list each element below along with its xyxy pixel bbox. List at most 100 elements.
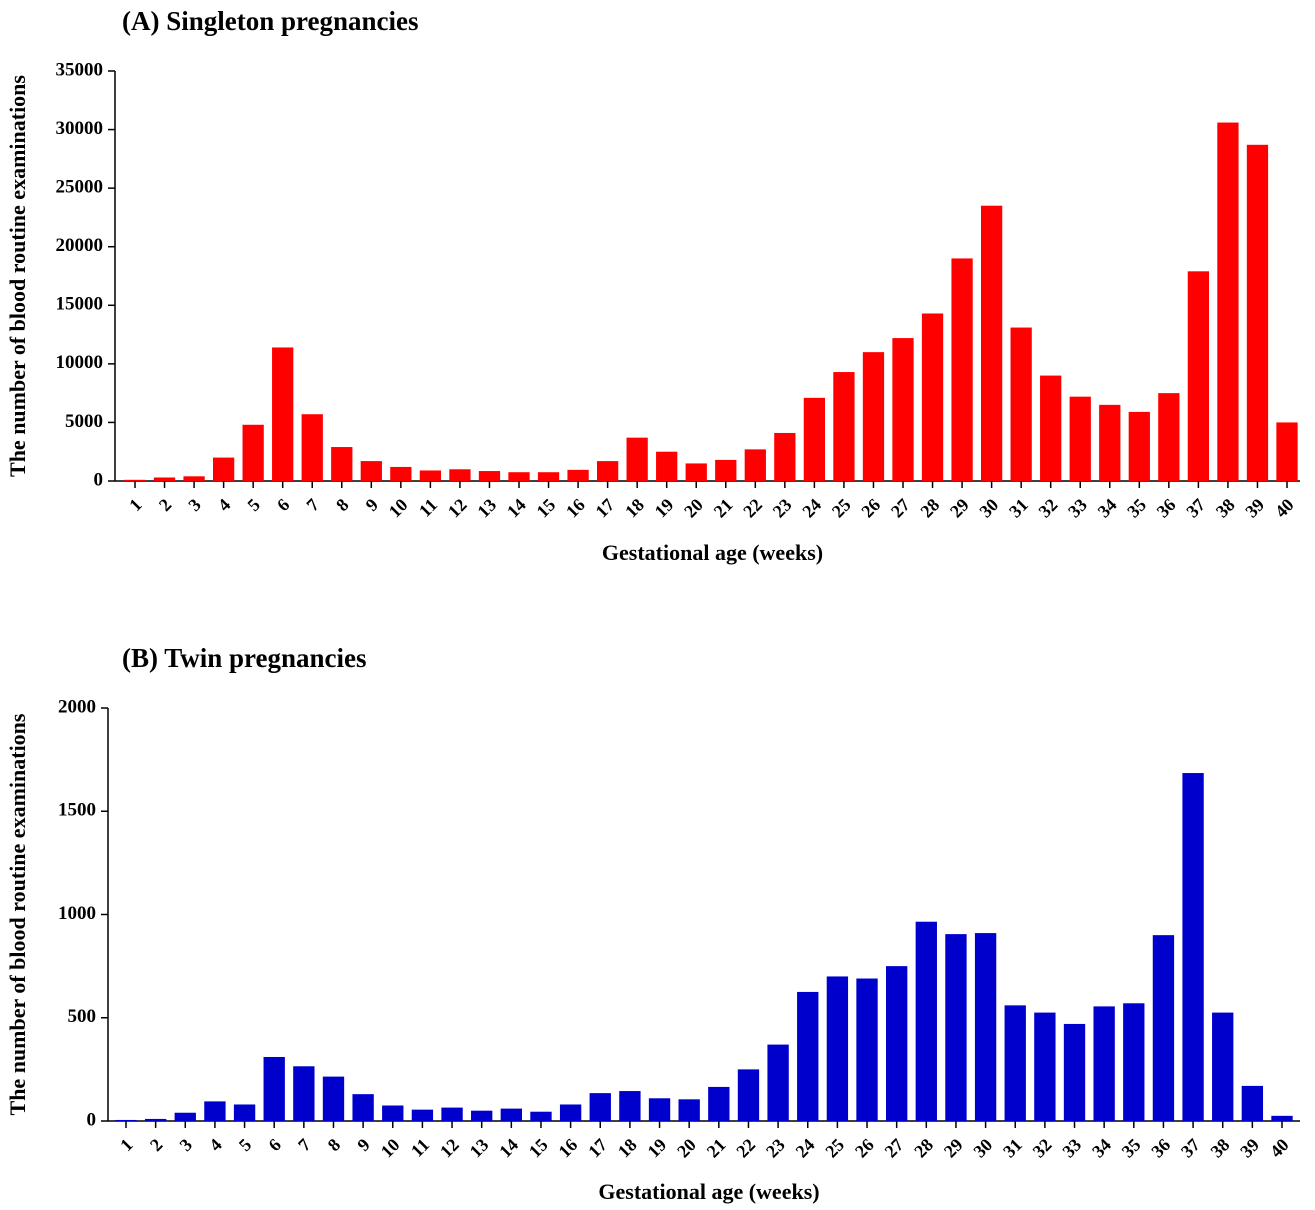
x-tick-label: 16: [554, 1135, 581, 1162]
x-tick-label: 8: [324, 1135, 345, 1156]
y-tick-label: 25000: [56, 177, 104, 198]
bar: [833, 372, 855, 481]
bar: [856, 978, 878, 1121]
bar: [744, 449, 766, 481]
bar: [767, 1044, 789, 1121]
x-tick-label: 28: [916, 495, 943, 522]
y-tick-label: 5000: [65, 411, 103, 432]
bar: [301, 414, 323, 481]
x-tick-label: 31: [999, 1135, 1026, 1162]
bar: [826, 976, 849, 1121]
bar: [1271, 1115, 1293, 1121]
x-tick-label: 37: [1182, 495, 1209, 522]
x-tick-label: 20: [680, 495, 707, 522]
x-tick-label: 23: [762, 1135, 789, 1162]
x-tick-label: 11: [415, 495, 441, 521]
bar: [500, 1108, 523, 1121]
x-tick-label: 36: [1147, 1135, 1174, 1162]
bar: [449, 469, 471, 481]
bar: [656, 451, 678, 481]
x-tick-label: 17: [584, 1135, 611, 1162]
bar: [1158, 393, 1180, 481]
bar: [1040, 375, 1062, 481]
x-tick-label: 12: [436, 1135, 463, 1162]
y-tick-label: 15000: [56, 294, 104, 315]
x-tick-label: 15: [525, 1135, 552, 1162]
x-tick-label: 3: [176, 1135, 197, 1156]
x-tick-label: 31: [1005, 495, 1032, 522]
x-axis-title: Gestational age (weeks): [598, 1179, 819, 1204]
y-tick-label: 1000: [58, 903, 96, 924]
x-tick-label: 35: [1118, 1135, 1145, 1162]
x-tick-label: 40: [1271, 495, 1298, 522]
bar: [382, 1105, 404, 1121]
x-tick-label: 29: [946, 495, 973, 522]
bar: [1034, 1012, 1056, 1121]
bar: [862, 352, 885, 481]
x-tick-label: 38: [1207, 1135, 1234, 1162]
bar: [980, 205, 1003, 481]
x-tick-label: 18: [614, 1135, 641, 1162]
bar: [1123, 1003, 1145, 1121]
x-tick-label: 17: [591, 495, 618, 522]
x-tick-label: 10: [385, 495, 412, 522]
bar: [441, 1107, 463, 1121]
x-tick-label: 4: [214, 495, 235, 516]
x-tick-label: 28: [910, 1135, 937, 1162]
bar: [352, 1094, 374, 1121]
x-tick-label: 21: [710, 495, 737, 522]
bar: [951, 258, 973, 481]
bar: [242, 424, 264, 481]
x-tick-label: 26: [857, 495, 884, 522]
x-tick-label: 9: [362, 495, 383, 516]
bar: [892, 338, 914, 481]
bar: [1099, 404, 1121, 481]
bar: [530, 1111, 552, 1121]
x-tick-label: 30: [975, 495, 1002, 522]
x-tick-label: 14: [503, 495, 530, 522]
y-axis-title: The number of blood routine examinations: [5, 713, 30, 1115]
x-tick-label: 21: [703, 1135, 730, 1162]
x-tick-label: 32: [1029, 1135, 1056, 1162]
bar: [708, 1086, 730, 1121]
bar: [293, 1066, 315, 1121]
chart-title: (A) Singleton pregnancies: [122, 6, 419, 36]
x-tick-label: 34: [1088, 1135, 1115, 1162]
bar: [272, 347, 294, 481]
x-tick-label: 10: [377, 1135, 404, 1162]
x-tick-label: 24: [798, 495, 825, 522]
bar: [115, 1119, 137, 1121]
x-tick-label: 8: [332, 495, 353, 516]
bar: [596, 461, 619, 481]
x-tick-label: 6: [264, 1135, 285, 1156]
x-tick-label: 16: [562, 495, 589, 522]
bar: [322, 1076, 345, 1121]
bar: [678, 1099, 700, 1121]
x-tick-label: 20: [673, 1135, 700, 1162]
x-tick-label: 18: [621, 495, 648, 522]
x-tick-label: 39: [1241, 495, 1268, 522]
bar: [1004, 1005, 1026, 1121]
y-tick-label: 2000: [58, 696, 96, 717]
bar: [411, 1109, 434, 1121]
x-tick-label: 3: [184, 495, 205, 516]
x-tick-label: 13: [473, 495, 500, 522]
x-tick-label: 38: [1212, 495, 1239, 522]
x-tick-label: 2: [146, 1135, 167, 1156]
bar: [774, 432, 796, 481]
x-tick-label: 24: [792, 1135, 819, 1162]
bar: [478, 471, 501, 481]
bar: [1212, 1012, 1234, 1121]
bar: [737, 1069, 760, 1121]
bar: [567, 469, 589, 481]
bar: [1128, 411, 1150, 481]
bar: [626, 437, 648, 481]
y-tick-label: 0: [87, 1109, 97, 1130]
x-tick-label: 19: [651, 495, 678, 522]
x-tick-label: 15: [532, 495, 559, 522]
bar: [263, 1056, 285, 1121]
bar: [508, 472, 530, 481]
bar: [419, 470, 442, 481]
x-tick-label: 14: [495, 1135, 522, 1162]
x-tick-label: 25: [821, 1135, 848, 1162]
